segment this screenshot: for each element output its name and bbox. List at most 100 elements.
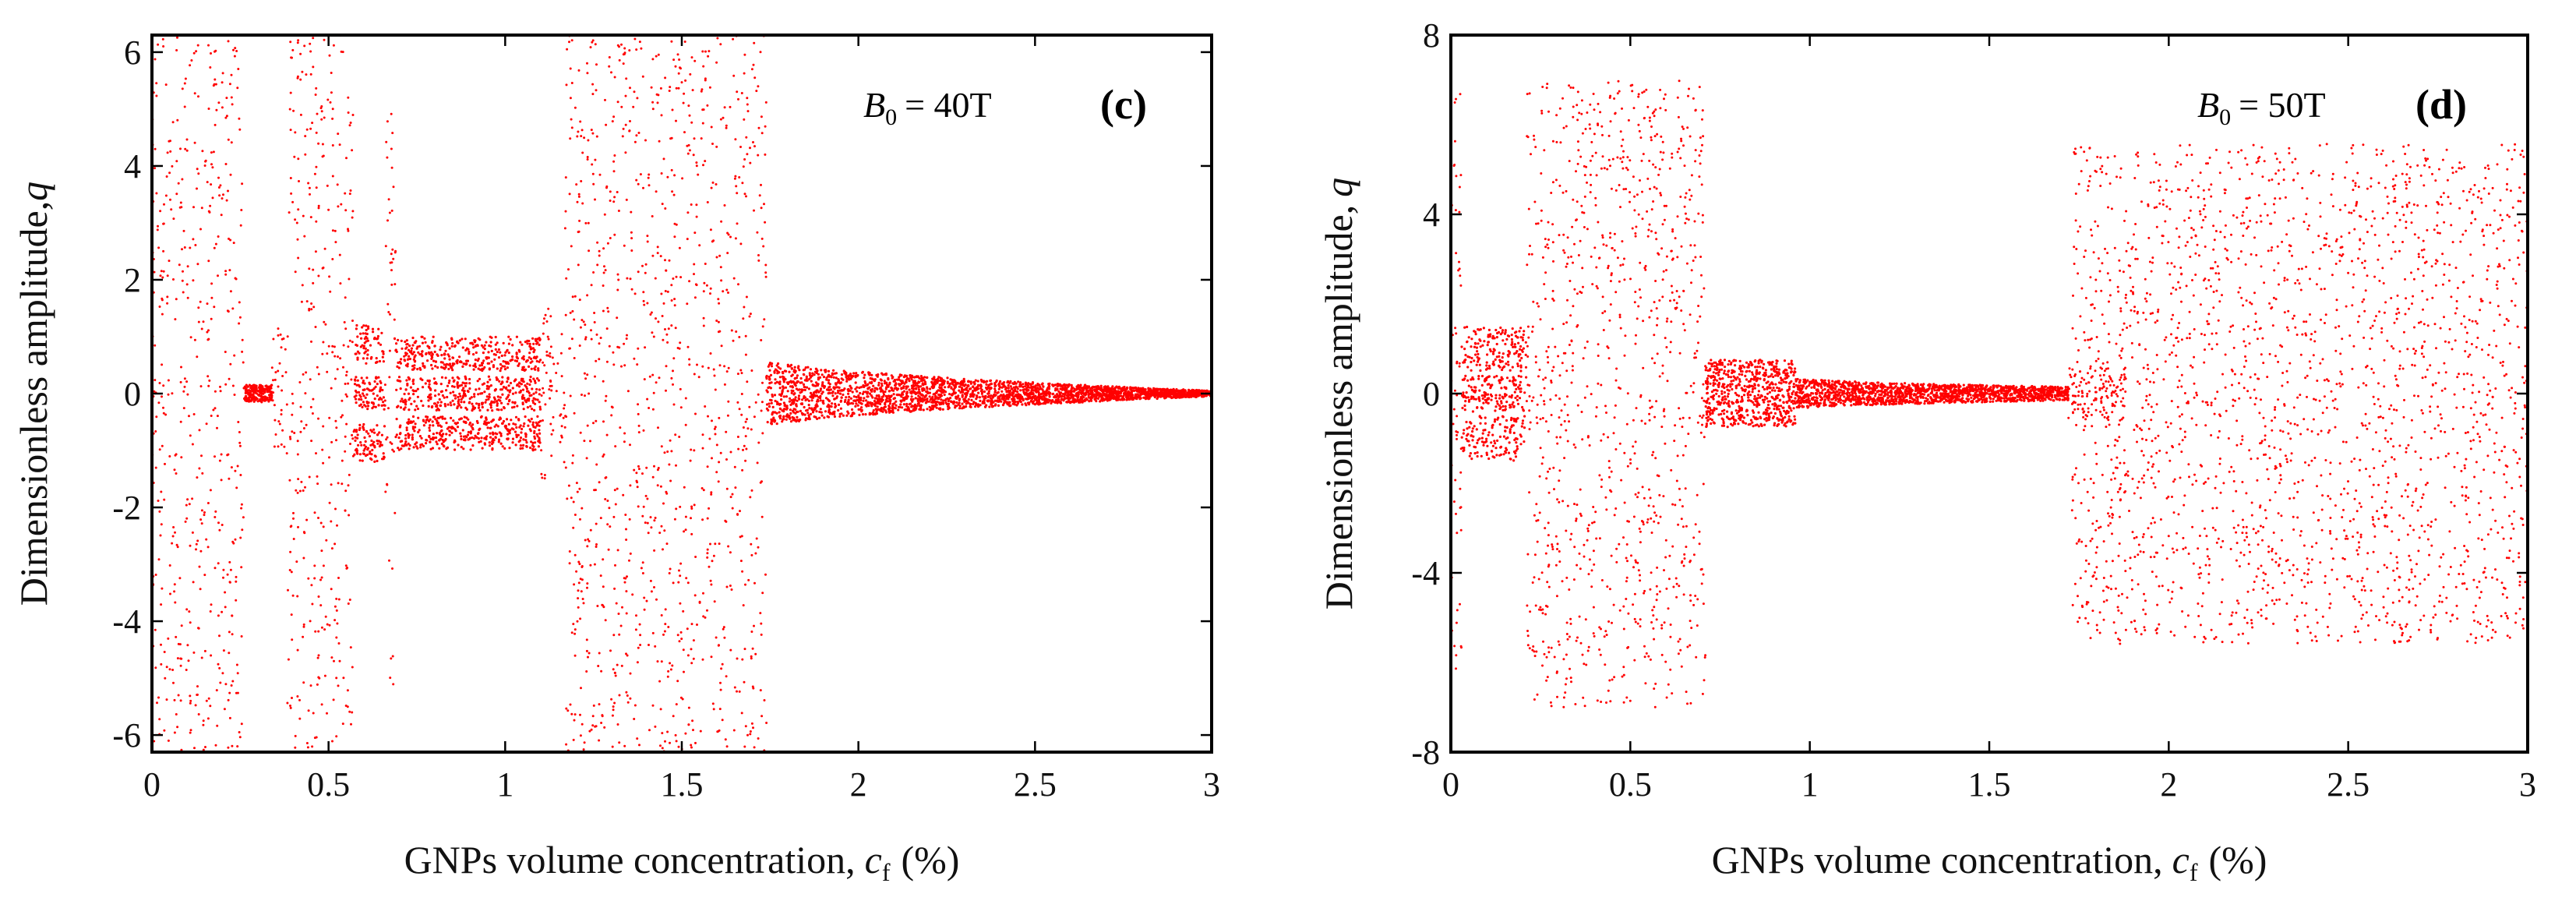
data-point — [402, 400, 405, 403]
data-point — [297, 157, 300, 161]
data-point — [245, 384, 248, 387]
data-point — [538, 439, 541, 442]
data-point — [534, 381, 537, 384]
data-point — [647, 532, 650, 535]
data-point — [759, 689, 762, 692]
data-point — [719, 681, 722, 684]
data-point — [605, 327, 609, 330]
data-point — [507, 352, 510, 355]
data-point — [241, 350, 244, 353]
data-point — [582, 748, 585, 751]
data-point — [495, 400, 499, 403]
data-point — [489, 378, 492, 381]
data-point — [511, 344, 514, 347]
data-point — [704, 160, 707, 163]
data-point — [185, 669, 188, 671]
data-point — [232, 242, 235, 245]
data-point — [326, 712, 328, 715]
data-point — [154, 344, 157, 347]
data-point — [351, 666, 354, 669]
data-point — [709, 287, 712, 290]
data-point — [351, 437, 355, 440]
data-point — [675, 507, 678, 510]
data-point — [790, 363, 793, 366]
data-point — [440, 442, 443, 446]
data-point — [612, 160, 616, 163]
data-point — [174, 531, 176, 534]
data-point — [391, 448, 394, 451]
data-point — [615, 602, 618, 605]
data-point — [161, 313, 164, 316]
data-point — [397, 338, 400, 341]
data-point — [671, 190, 674, 193]
data-point — [602, 558, 605, 561]
data-point — [723, 383, 726, 386]
data-point — [738, 176, 741, 178]
data-point — [637, 468, 640, 471]
data-point — [377, 327, 380, 330]
data-point — [589, 440, 591, 443]
data-point — [405, 339, 408, 342]
data-point — [477, 393, 480, 396]
data-point — [676, 53, 679, 56]
data-point — [515, 436, 518, 439]
data-point — [749, 730, 752, 733]
data-point — [285, 403, 288, 406]
data-point — [518, 382, 521, 385]
data-point — [238, 736, 242, 739]
data-point — [616, 288, 619, 291]
data-point — [348, 277, 351, 281]
data-point — [497, 348, 501, 352]
data-point — [542, 387, 545, 390]
data-point — [171, 535, 175, 538]
data-point — [365, 357, 369, 360]
data-point — [317, 417, 319, 420]
data-point — [568, 562, 571, 565]
data-point — [665, 333, 669, 336]
data-point — [414, 341, 417, 344]
data-point — [749, 147, 751, 150]
data-point — [536, 377, 539, 380]
data-point — [408, 355, 411, 358]
data-point — [217, 186, 221, 189]
data-point — [289, 705, 291, 707]
data-point — [652, 391, 655, 394]
data-point — [330, 440, 333, 443]
data-point — [628, 518, 631, 521]
data-point — [709, 542, 711, 546]
data-point — [662, 502, 665, 505]
data-point — [363, 436, 366, 440]
data-point — [217, 662, 220, 666]
data-point — [390, 209, 393, 212]
data-point — [350, 378, 353, 381]
data-point — [707, 55, 710, 58]
data-point — [693, 373, 696, 376]
data-point — [494, 388, 498, 391]
data-point — [618, 633, 621, 636]
data-point — [551, 356, 554, 359]
data-point — [484, 401, 487, 404]
data-point — [240, 635, 243, 638]
data-point — [482, 368, 485, 371]
data-point — [749, 496, 752, 499]
data-point — [764, 263, 768, 267]
data-point — [451, 356, 455, 359]
data-point — [392, 185, 395, 189]
data-point — [711, 181, 715, 184]
data-point — [487, 421, 491, 424]
data-point — [377, 376, 380, 379]
data-point — [651, 331, 654, 334]
data-point — [651, 631, 655, 634]
data-point — [769, 373, 773, 376]
data-point — [501, 445, 504, 448]
data-point — [602, 585, 605, 588]
data-point — [362, 357, 365, 360]
data-point — [441, 438, 444, 442]
data-point — [183, 246, 186, 249]
data-point — [500, 354, 503, 358]
data-point — [547, 337, 550, 341]
data-point — [485, 423, 488, 426]
data-point — [760, 339, 763, 341]
data-point — [200, 207, 203, 210]
data-point — [341, 482, 344, 486]
